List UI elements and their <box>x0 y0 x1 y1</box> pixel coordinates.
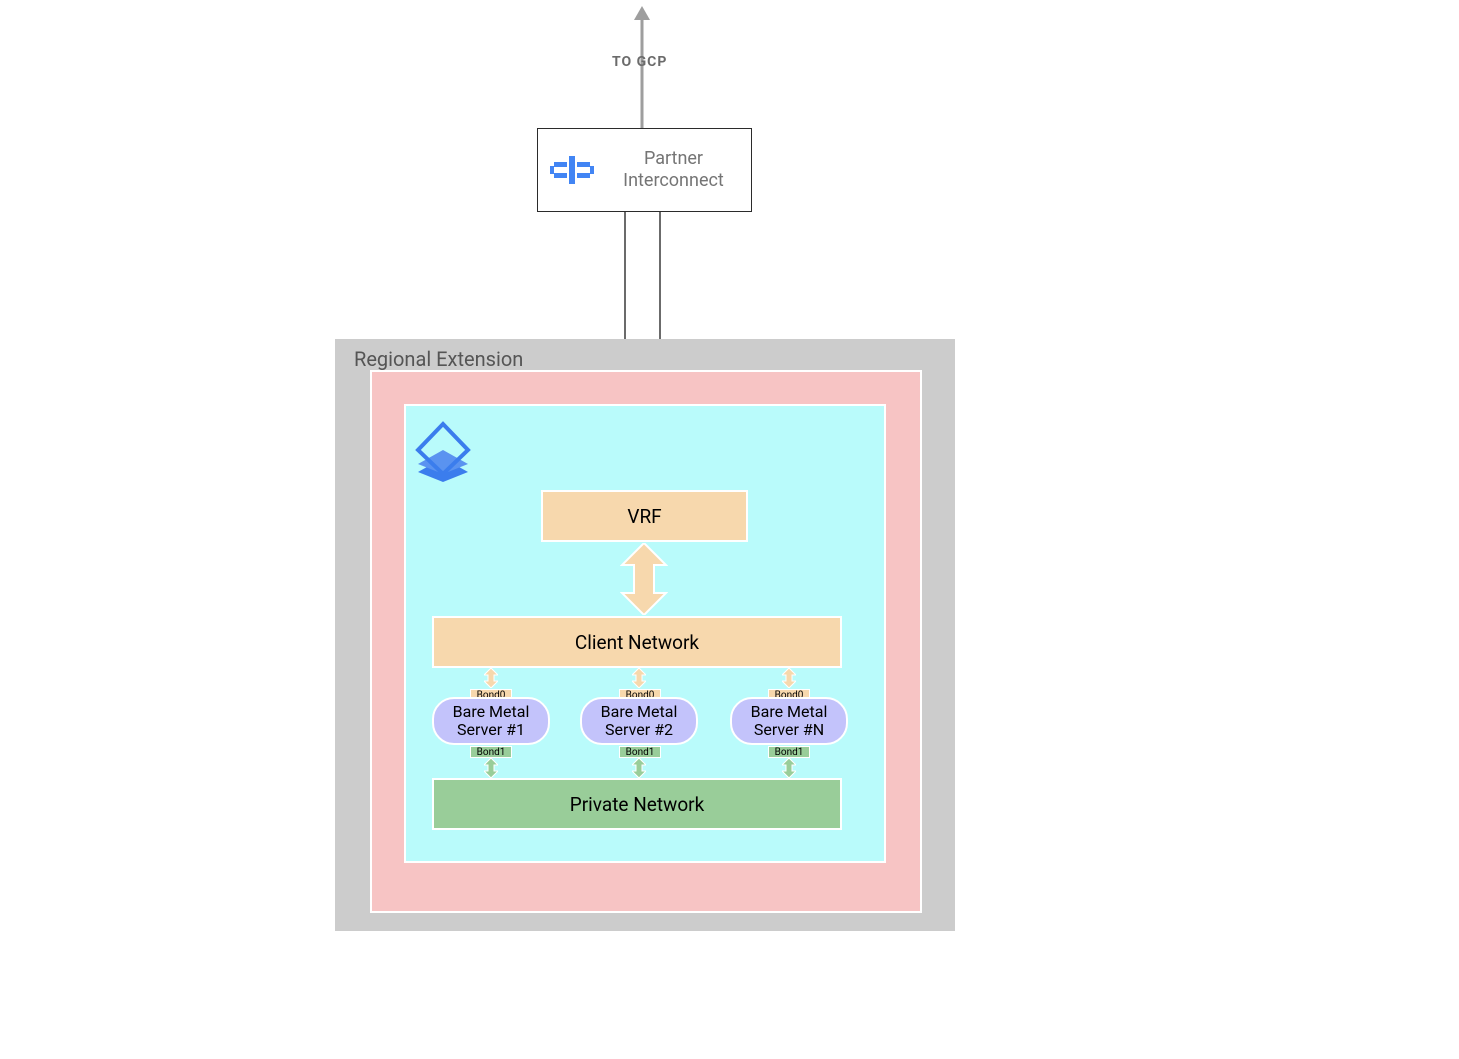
interconnect-icon <box>548 152 596 188</box>
server-1: Bare Metal Server #1 <box>432 697 550 745</box>
client-network-box: Client Network <box>432 616 842 668</box>
bond0-arrow-2 <box>632 668 646 688</box>
server-1-line2: Server #1 <box>457 721 525 739</box>
layers-icon <box>414 418 472 482</box>
server-n-line1: Bare Metal <box>751 703 828 721</box>
server-2: Bare Metal Server #2 <box>580 697 698 745</box>
bond1-label-1: Bond1 <box>470 746 512 758</box>
server-n: Bare Metal Server #N <box>730 697 848 745</box>
bond1-label-3: Bond1 <box>768 746 810 758</box>
bond0-arrow-3 <box>782 668 796 688</box>
bond1-arrow-3 <box>782 758 796 778</box>
bond1-arrow-2 <box>632 758 646 778</box>
partner-interconnect-label: Partner Interconnect <box>623 148 724 192</box>
bidir-arrow-vrf-client <box>620 543 668 615</box>
bond1-arrow-1 <box>484 758 498 778</box>
private-network-box: Private Network <box>432 778 842 830</box>
vrf-box: VRF <box>541 490 748 542</box>
server-1-line1: Bare Metal <box>453 703 530 721</box>
server-2-line2: Server #2 <box>605 721 673 739</box>
partner-interconnect-box: Partner Interconnect <box>537 128 752 212</box>
to-gcp-label: TO GCP <box>612 54 667 70</box>
server-2-line1: Bare Metal <box>601 703 678 721</box>
regional-extension-label: Regional Extension <box>354 347 523 371</box>
server-n-line2: Server #N <box>754 721 824 739</box>
bond0-arrow-1 <box>484 668 498 688</box>
bond1-label-2: Bond1 <box>619 746 661 758</box>
